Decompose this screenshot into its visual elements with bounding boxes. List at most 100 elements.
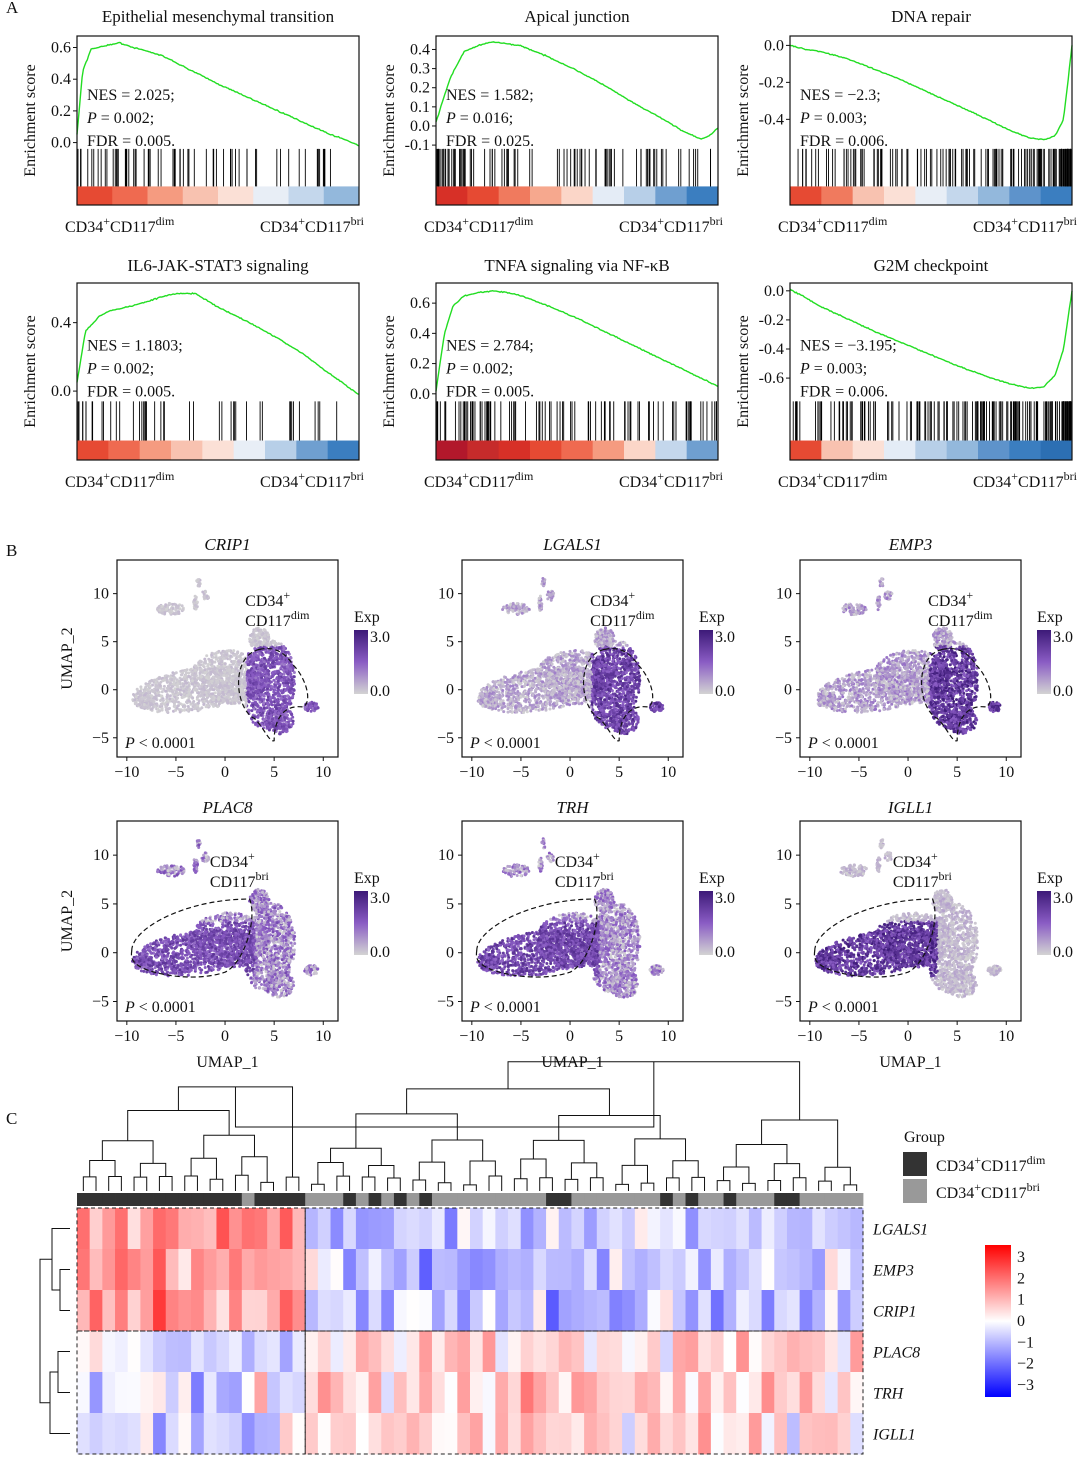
umap-point	[264, 631, 268, 635]
umap-point	[287, 678, 291, 681]
enrichment-curve	[76, 292, 360, 395]
umap-point	[497, 690, 501, 694]
umap-point	[216, 664, 220, 668]
umap-point	[286, 686, 290, 690]
umap-point	[176, 685, 179, 689]
umap-point	[213, 660, 217, 664]
umap-point	[223, 684, 227, 688]
umap-point	[516, 675, 520, 679]
umap-point	[189, 693, 193, 697]
umap-point	[291, 719, 295, 723]
umap-point	[173, 676, 177, 680]
umap-point	[280, 657, 284, 660]
umap-point	[275, 707, 278, 711]
umap-point	[170, 697, 174, 701]
umap-point	[207, 675, 211, 679]
umap-point	[227, 676, 231, 680]
umap-point	[162, 684, 166, 688]
umap-point	[201, 691, 205, 695]
umap-point	[159, 699, 162, 702]
umap-point	[193, 594, 197, 598]
umap-point	[198, 671, 202, 675]
ranking-segment	[288, 186, 325, 205]
umap-point	[154, 688, 158, 692]
umap-point	[168, 683, 172, 687]
x-tick-label: 0	[221, 764, 229, 781]
hit-marks	[436, 401, 717, 441]
y-tick-label: 0.0	[764, 283, 784, 300]
umap-point	[212, 652, 216, 656]
umap-point	[191, 696, 195, 700]
umap-point	[540, 704, 544, 708]
umap-point	[278, 732, 282, 736]
umap-point	[273, 710, 277, 714]
ranking-segment	[655, 440, 688, 460]
gene-title: LGALS1	[542, 535, 602, 554]
umap-point	[212, 688, 216, 692]
umap-point	[176, 606, 180, 610]
umap-point	[186, 705, 190, 708]
umap-point	[510, 706, 514, 710]
umap-point	[292, 675, 296, 679]
umap-point	[533, 695, 537, 699]
umap-point	[254, 722, 258, 726]
umap-point	[199, 694, 203, 698]
x-label-left: CD34+CD117dim	[778, 469, 888, 491]
nes-value: NES = −2.3;	[800, 87, 881, 104]
umap-point	[256, 671, 260, 675]
umap-point	[261, 711, 265, 715]
umap-point	[503, 705, 507, 708]
gsea-title: G2M checkpoint	[874, 256, 989, 275]
umap-point	[287, 725, 291, 729]
y-tick-label: 0.4	[410, 41, 430, 58]
umap-point	[194, 681, 198, 685]
umap-point	[558, 697, 562, 700]
umap-point	[202, 703, 206, 706]
umap-point	[263, 665, 267, 669]
umap-point	[280, 662, 284, 666]
umap-point	[181, 683, 185, 686]
umap-point	[225, 649, 229, 653]
umap-point	[168, 706, 171, 710]
y-tick-label: 0.0	[410, 118, 430, 135]
umap-point	[278, 646, 281, 650]
ranking-segment	[624, 186, 656, 205]
umap-point	[282, 647, 286, 651]
umap-point	[277, 676, 281, 680]
umap-point	[531, 706, 535, 710]
umap-point	[276, 670, 280, 674]
umap-point	[525, 695, 529, 699]
umap-points	[476, 577, 665, 736]
umap-point	[524, 698, 528, 702]
umap-point	[246, 670, 250, 674]
umap-point	[535, 701, 539, 705]
umap-point	[170, 685, 174, 688]
umap-point	[251, 687, 255, 691]
umap-point	[251, 676, 255, 679]
umap-point	[274, 699, 278, 703]
exp-legend-title: Exp	[354, 609, 380, 626]
ranking-segment	[112, 186, 148, 205]
umap-point	[236, 650, 240, 654]
umap-point	[508, 709, 512, 713]
plot-frame	[789, 282, 1073, 461]
p-value: P = 0.002;	[445, 360, 513, 377]
umap-point	[501, 699, 505, 703]
umap-point	[139, 685, 143, 689]
umap-point	[506, 691, 510, 695]
umap-point	[529, 709, 533, 713]
umap-point	[269, 640, 273, 644]
umap-point	[156, 707, 160, 711]
y-tick-label: 0.2	[410, 356, 430, 373]
umap-point	[541, 694, 545, 698]
umap-point	[195, 697, 199, 701]
umap-point	[252, 662, 256, 666]
umap-point	[518, 704, 522, 708]
x-tick-label: −10	[114, 764, 139, 781]
umap-point	[249, 696, 253, 700]
ranking-segment	[1009, 440, 1042, 460]
p-value: P = 0.003;	[799, 110, 867, 127]
umap-point	[271, 723, 275, 727]
umap-point	[222, 698, 225, 702]
umap-point	[509, 684, 513, 688]
